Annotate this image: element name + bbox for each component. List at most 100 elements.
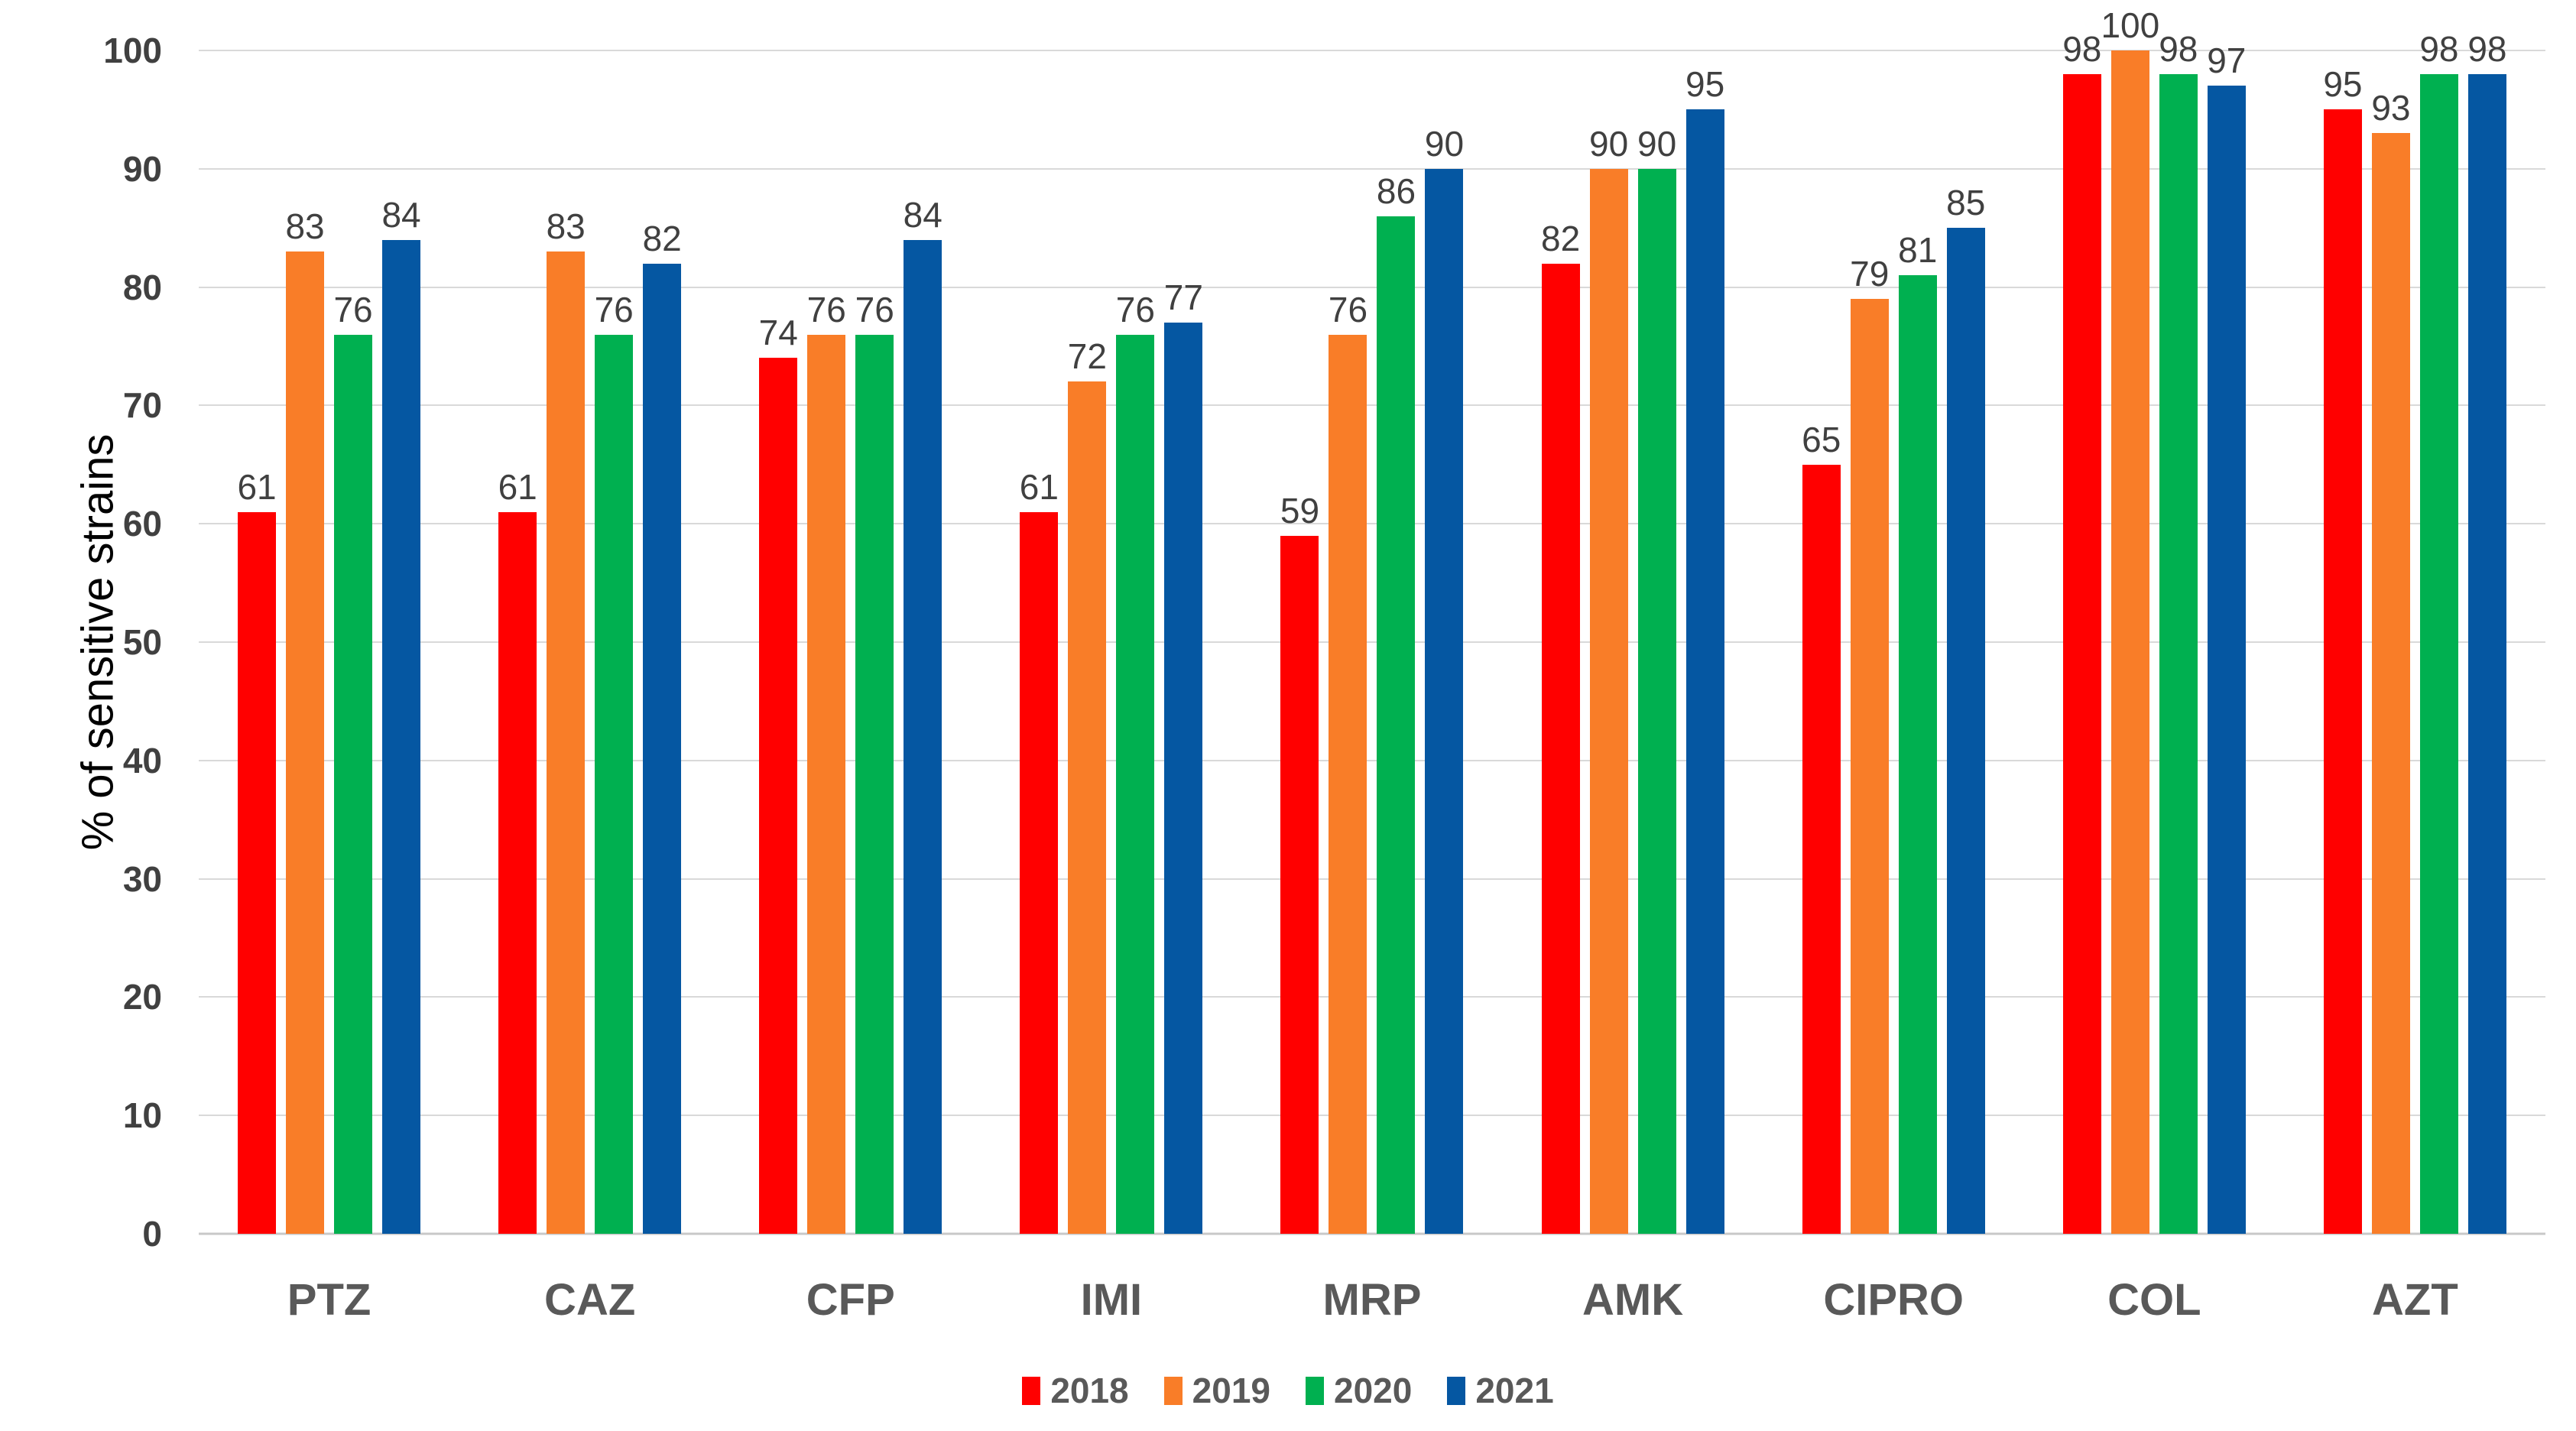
data-label-cfp-2018: 74 <box>758 313 798 353</box>
legend-label-2021: 2021 <box>1475 1371 1554 1410</box>
data-label-amk-2018: 82 <box>1541 218 1581 258</box>
bar-cfp-2019: 76 <box>807 292 846 1234</box>
y-tick-label-60: 60 <box>122 504 162 544</box>
bar-cipro-2020: 81 <box>1898 232 1937 1234</box>
data-label-caz-2019: 83 <box>546 206 586 247</box>
gridline-20 <box>199 996 2545 998</box>
legend-marker-2021 <box>1447 1376 1466 1405</box>
bar-group-azt: 95 93 98 98 AZT <box>2323 31 2507 1322</box>
x-axis-line <box>199 1232 2545 1235</box>
gridline-40 <box>199 759 2545 761</box>
y-tick-label-10: 10 <box>122 1095 162 1136</box>
data-label-cipro-2019: 79 <box>1850 254 1890 294</box>
bar-col-2018: 98 <box>2062 31 2101 1234</box>
data-label-azt-2021: 98 <box>2467 28 2507 69</box>
legend-item-2018: 2018 <box>1022 1371 1129 1410</box>
bar-amk-2019: 90 <box>1589 126 1628 1234</box>
data-label-imi-2021: 77 <box>1163 277 1203 318</box>
y-tick-label-50: 50 <box>122 622 162 662</box>
category-label-ptz: PTZ <box>287 1275 371 1325</box>
category-label-imi: IMI <box>1080 1275 1143 1325</box>
y-tick-label-80: 80 <box>122 267 162 307</box>
legend-label-2020: 2020 <box>1334 1371 1413 1410</box>
gridline-100 <box>199 50 2545 51</box>
data-label-azt-2019: 93 <box>2371 88 2411 128</box>
bar-group-cipro: 65 79 81 85 CIPRO <box>1802 50 1985 1322</box>
bar-cfp-2018: 74 <box>759 315 798 1234</box>
y-tick-label-20: 20 <box>122 977 162 1017</box>
bar-amk-2018: 82 <box>1541 221 1580 1234</box>
legend-label-2018: 2018 <box>1050 1371 1129 1410</box>
gridline-70 <box>199 404 2545 407</box>
category-label-amk: AMK <box>1582 1275 1684 1325</box>
y-tick-label-30: 30 <box>122 858 162 899</box>
bar-group-col: 98 100 98 97 COL <box>2062 8 2246 1322</box>
data-label-amk-2021: 95 <box>1685 64 1725 105</box>
bar-ptz-2019: 83 <box>285 209 325 1234</box>
legend-marker-2018 <box>1022 1376 1041 1405</box>
legend-marker-2020 <box>1306 1376 1324 1405</box>
legend-marker-2019 <box>1163 1376 1183 1405</box>
bar-imi-2021: 77 <box>1164 280 1203 1234</box>
bar-group-ptz: 61 83 76 84 PTZ <box>237 50 421 1322</box>
bar-cipro-2021: 85 <box>1946 185 1985 1234</box>
bar-group-mrp: 59 76 86 90 MRP <box>1280 50 1464 1322</box>
gridline-60 <box>199 523 2545 525</box>
bar-amk-2021: 95 <box>1685 67 1724 1234</box>
bar-col-2020: 98 <box>2159 31 2198 1234</box>
bar-caz-2021: 82 <box>643 221 682 1234</box>
legend-item-2021: 2021 <box>1447 1371 1554 1410</box>
bar-group-amk: 82 90 90 95 AMK <box>1541 50 1724 1322</box>
gridline-90 <box>199 167 2545 170</box>
bar-group-caz: 61 83 76 82 CAZ <box>498 50 682 1322</box>
y-tick-label-90: 90 <box>122 148 162 189</box>
data-label-ptz-2020: 76 <box>333 289 373 329</box>
legend: 2018 2019 2020 2021 <box>0 1373 2576 1408</box>
gridline-50 <box>199 641 2545 643</box>
bar-group-cfp: 74 76 76 84 CFP <box>759 50 942 1322</box>
bar-azt-2019: 93 <box>2371 90 2411 1234</box>
data-label-cfp-2021: 84 <box>903 194 942 235</box>
data-label-ptz-2018: 61 <box>237 466 277 507</box>
legend-label-2019: 2019 <box>1192 1371 1270 1410</box>
bar-cipro-2018: 65 <box>1802 422 1841 1234</box>
bar-azt-2021: 98 <box>2467 31 2507 1234</box>
bar-mrp-2020: 86 <box>1377 174 1416 1234</box>
bar-groups: 61 83 76 84 PTZ 61 83 76 82 CAZ 74 76 76 84 CFP 61 72 76 7… <box>199 8 2545 1322</box>
y-tick-label-100: 100 <box>103 31 162 70</box>
gridline-30 <box>199 878 2545 880</box>
legend-item-2019: 2019 <box>1163 1371 1270 1410</box>
bar-caz-2020: 76 <box>595 292 634 1234</box>
y-tick-label-70: 70 <box>122 385 162 426</box>
category-label-caz: CAZ <box>544 1275 636 1325</box>
data-label-cfp-2019: 76 <box>806 289 846 329</box>
y-axis-tick-labels: 0 10 20 30 40 50 60 70 80 90 100 <box>0 33 162 1251</box>
legend-item-2020: 2020 <box>1306 1373 1412 1408</box>
bar-imi-2020: 76 <box>1116 292 1155 1234</box>
bar-azt-2020: 98 <box>2419 31 2459 1234</box>
bar-ptz-2021: 84 <box>381 197 421 1234</box>
bar-imi-2018: 61 <box>1020 469 1059 1234</box>
category-label-mrp: MRP <box>1322 1275 1422 1325</box>
bar-cipro-2019: 79 <box>1850 256 1889 1234</box>
data-label-imi-2019: 72 <box>1067 336 1107 377</box>
data-label-azt-2020: 98 <box>2419 28 2459 69</box>
bar-mrp-2018: 59 <box>1280 493 1319 1234</box>
bar-azt-2018: 95 <box>2323 67 2363 1234</box>
bar-caz-2019: 83 <box>547 209 586 1234</box>
data-label-col-2021: 97 <box>2207 41 2247 81</box>
data-label-mrp-2018: 59 <box>1280 490 1320 531</box>
bar-caz-2018: 61 <box>498 469 537 1234</box>
data-label-cipro-2020: 81 <box>1898 230 1938 271</box>
bar-amk-2020: 90 <box>1637 126 1676 1234</box>
bar-col-2021: 97 <box>2207 43 2246 1234</box>
data-label-col-2018: 98 <box>2062 28 2102 69</box>
bar-cfp-2021: 84 <box>904 197 942 1234</box>
data-label-ptz-2021: 84 <box>381 194 421 235</box>
category-label-azt: AZT <box>2372 1275 2458 1325</box>
plot-area: 61 83 76 84 PTZ 61 83 76 82 CAZ 74 76 76 84 CFP 61 72 76 7… <box>199 8 2545 1322</box>
data-label-imi-2020: 76 <box>1115 289 1155 329</box>
data-label-amk-2020: 90 <box>1637 123 1677 164</box>
bar-col-2019: 100 <box>2101 8 2159 1234</box>
